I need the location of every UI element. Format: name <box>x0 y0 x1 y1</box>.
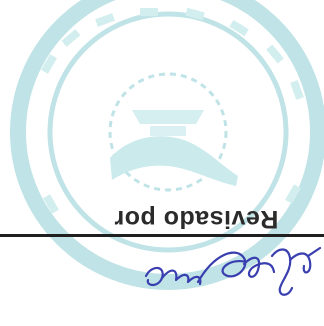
stamp-inner-ring <box>47 11 289 253</box>
stamp-center-emblem <box>150 126 186 136</box>
stamp-text-mark <box>229 19 249 37</box>
stamp-text-mark <box>43 194 59 214</box>
handwritten-signature <box>144 246 322 296</box>
signature-line <box>0 234 324 237</box>
reviewed-by-label: Revisado por <box>113 204 279 233</box>
stamp-text-mark <box>290 80 304 100</box>
stamp-text-mark <box>95 13 115 27</box>
stamp-text-mark <box>61 29 81 47</box>
stamp-center-ring <box>108 72 228 192</box>
stamp-text-mark <box>266 44 284 64</box>
stamp-text-mark <box>185 7 205 21</box>
stamp-text-mark <box>285 184 301 204</box>
stamp-text-mark <box>140 8 158 16</box>
stamp-outer-ring <box>10 0 324 290</box>
stamp-text-mark <box>41 54 57 74</box>
stamp-center-emblem <box>110 136 238 186</box>
stamp-center-emblem <box>132 110 204 124</box>
field-label-container: Revisado por <box>96 202 296 234</box>
